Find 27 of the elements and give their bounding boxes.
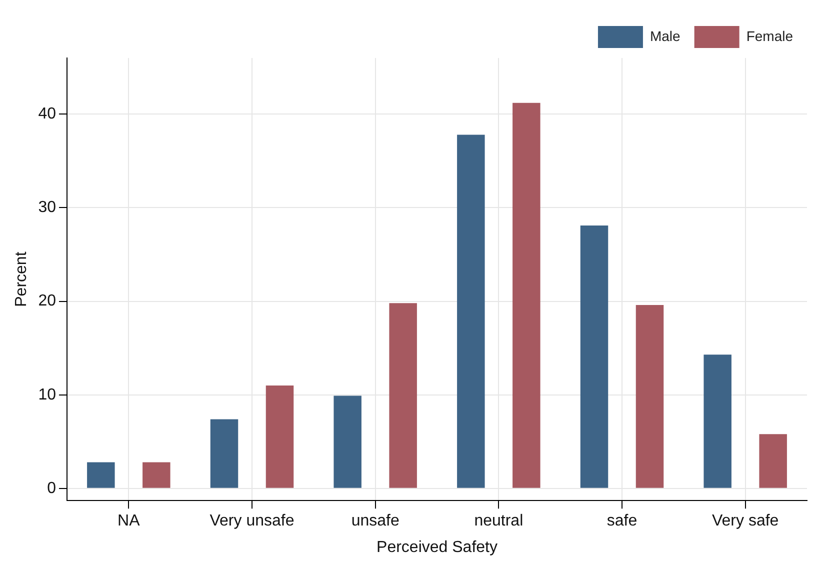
bar <box>334 396 362 488</box>
bar <box>512 102 540 488</box>
bar <box>210 419 238 488</box>
legend-label: Male <box>650 28 681 44</box>
x-tick-label: Very unsafe <box>210 512 294 530</box>
y-tick-label: 40 <box>38 106 56 123</box>
bar <box>636 305 664 488</box>
x-tick-label: Very safe <box>712 512 779 530</box>
y-tick-label: 10 <box>38 386 56 404</box>
bar <box>87 462 115 488</box>
bar <box>759 434 787 488</box>
bar <box>389 303 417 488</box>
x-tick-label: safe <box>606 512 638 530</box>
x-tick-label: neutral <box>474 512 524 530</box>
x-axis-title: Perceived Safety <box>376 538 498 556</box>
bar <box>142 462 170 488</box>
x-tick-label: NA <box>118 512 140 530</box>
bar <box>580 225 608 488</box>
y-axis-title: Percent <box>13 251 30 307</box>
bar <box>457 134 485 488</box>
legend-label: Female <box>746 28 794 44</box>
y-tick-label: 0 <box>47 480 56 497</box>
x-tick-label: unsafe <box>351 512 400 530</box>
bar <box>704 354 732 488</box>
y-tick-label: 30 <box>38 199 56 216</box>
y-tick-label: 20 <box>38 292 56 310</box>
bar <box>266 386 294 488</box>
